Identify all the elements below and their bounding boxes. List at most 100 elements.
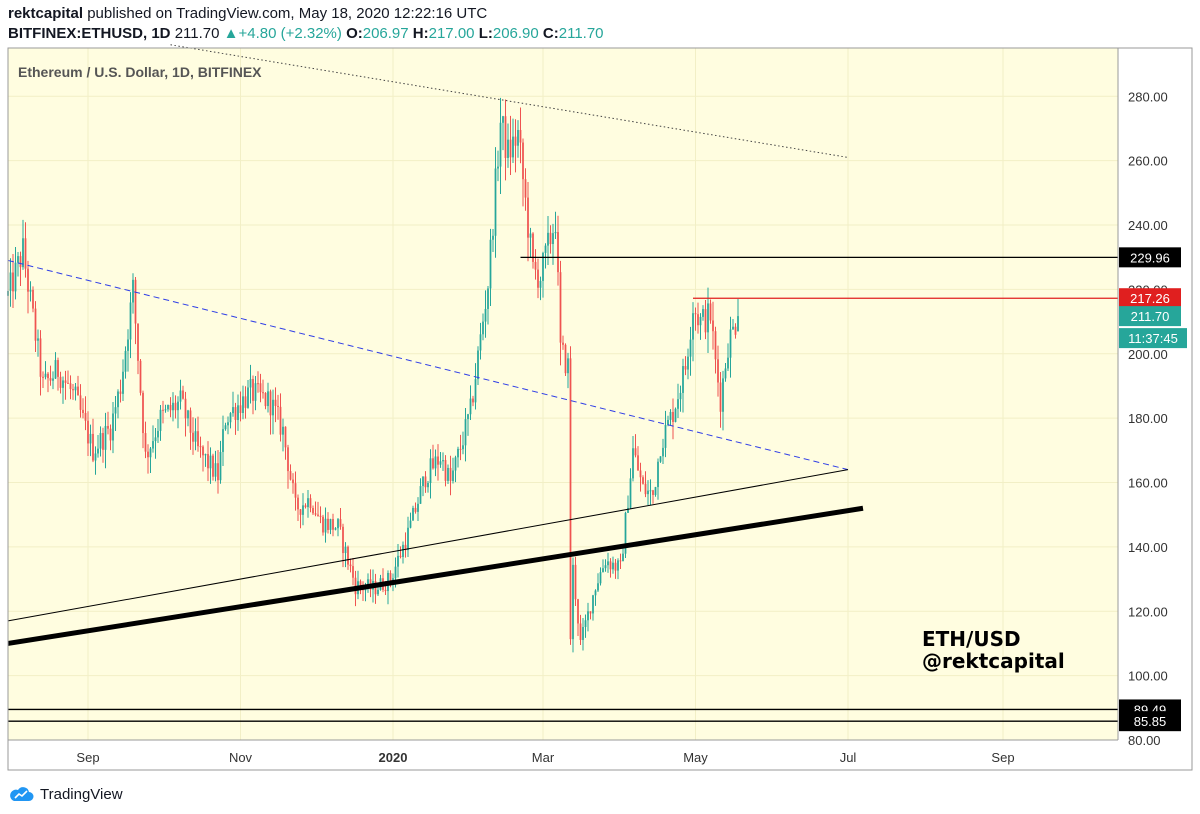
candle-body: [482, 321, 484, 335]
low-value: 206.90: [492, 25, 539, 42]
candle-body: [584, 620, 587, 628]
candle-body: [52, 378, 54, 381]
price-tick-label: 180.00: [1128, 411, 1168, 426]
candle-body: [659, 456, 662, 462]
candle-body: [157, 430, 159, 438]
candle-body: [199, 446, 202, 448]
candle-body: [737, 316, 739, 332]
thick-ascending-support[interactable]: [7, 505, 864, 646]
candle-body: [412, 507, 414, 521]
candle-body: [534, 261, 537, 270]
price-axis[interactable]: [1118, 48, 1192, 740]
candle-body: [94, 453, 97, 461]
price-tick-label: 80.00: [1128, 733, 1161, 748]
candle-body: [359, 581, 362, 587]
candle-body: [449, 467, 452, 481]
candle-body: [572, 564, 574, 640]
candle-body: [279, 406, 282, 435]
candle-body: [217, 463, 219, 481]
candle-body: [597, 583, 599, 591]
candle-body: [617, 560, 619, 571]
candle-body: [204, 454, 207, 456]
candle-body: [329, 518, 332, 530]
candle-body: [332, 518, 334, 530]
candle-body: [537, 269, 539, 288]
price-tick-label: 240.00: [1128, 218, 1168, 233]
trendlines[interactable]: [7, 44, 1118, 722]
candle-body: [579, 623, 582, 640]
price-tick-label: 100.00: [1128, 669, 1168, 684]
publish-info: rektcapital published on TradingView.com…: [8, 5, 487, 22]
candle-body: [142, 392, 144, 434]
candle-body: [629, 478, 632, 508]
open-value: 206.97: [362, 25, 409, 42]
candle-body: [47, 373, 49, 379]
candle-body: [604, 565, 607, 569]
blue-dashed-descending[interactable]: [7, 259, 849, 471]
candle-body: [602, 568, 604, 573]
high-value: 217.00: [428, 25, 475, 42]
candle-body: [319, 515, 322, 517]
thin-ascending-support[interactable]: [7, 469, 849, 622]
candle-body: [652, 490, 654, 495]
candle-body: [137, 323, 139, 361]
candle-body: [552, 233, 554, 245]
candle-body: [724, 368, 727, 379]
candle-body: [239, 405, 242, 413]
candle-body: [384, 589, 387, 592]
candle-body: [297, 497, 299, 510]
time-tick-label: Jul: [840, 750, 857, 765]
candle-body: [447, 467, 449, 481]
candle-body: [494, 168, 497, 236]
candle-body: [182, 390, 184, 399]
candle-body: [577, 599, 579, 624]
price-tick-label: 120.00: [1128, 604, 1168, 619]
upper-dotted-resistance[interactable]: [170, 44, 849, 158]
last-price-badge-label: 211.70: [1131, 309, 1170, 324]
candle-body: [139, 360, 142, 393]
candle-body: [589, 611, 592, 614]
candle-body: [444, 460, 447, 481]
candle-body: [677, 399, 679, 409]
candle-body: [644, 483, 647, 495]
candle-body: [664, 424, 667, 448]
candle-body: [59, 376, 62, 388]
published-text: published on TradingView.com, May 18, 20…: [87, 5, 488, 22]
candle-body: [222, 429, 224, 452]
candle-body: [44, 373, 47, 378]
candle-body: [152, 441, 154, 449]
candle-body: [609, 561, 612, 570]
price-tick-label: 280.00: [1128, 89, 1168, 104]
candle-body: [324, 518, 327, 533]
candle-body: [169, 405, 172, 411]
candle-body: [247, 387, 249, 408]
candle-body: [227, 422, 229, 426]
candle-body: [102, 433, 104, 450]
candle-body: [34, 308, 37, 341]
candle-body: [82, 409, 84, 413]
countdown-badge-label: 11:37:45: [1128, 331, 1178, 346]
candle-body: [267, 391, 269, 407]
candle-body: [377, 589, 379, 595]
candle-body: [562, 342, 564, 345]
time-axis[interactable]: [8, 740, 1118, 770]
candle-body: [442, 460, 444, 462]
tradingview-brand[interactable]: TradingView: [8, 784, 123, 804]
candle-body: [582, 627, 584, 640]
plot-area[interactable]: [8, 48, 1118, 740]
candle-body: [114, 407, 117, 414]
author-name[interactable]: rektcapital: [8, 5, 84, 22]
candle-body: [189, 410, 192, 433]
close-label: C:: [542, 25, 559, 42]
candle-body: [292, 479, 294, 484]
candle-body: [654, 487, 657, 495]
candle-body: [484, 308, 487, 322]
candle-body: [322, 516, 324, 533]
candle-body: [592, 595, 594, 614]
candle-body: [264, 392, 267, 407]
time-tick-label: May: [683, 750, 708, 765]
candle-body: [414, 507, 417, 512]
candle-body: [457, 448, 459, 458]
candle-body: [302, 505, 304, 515]
